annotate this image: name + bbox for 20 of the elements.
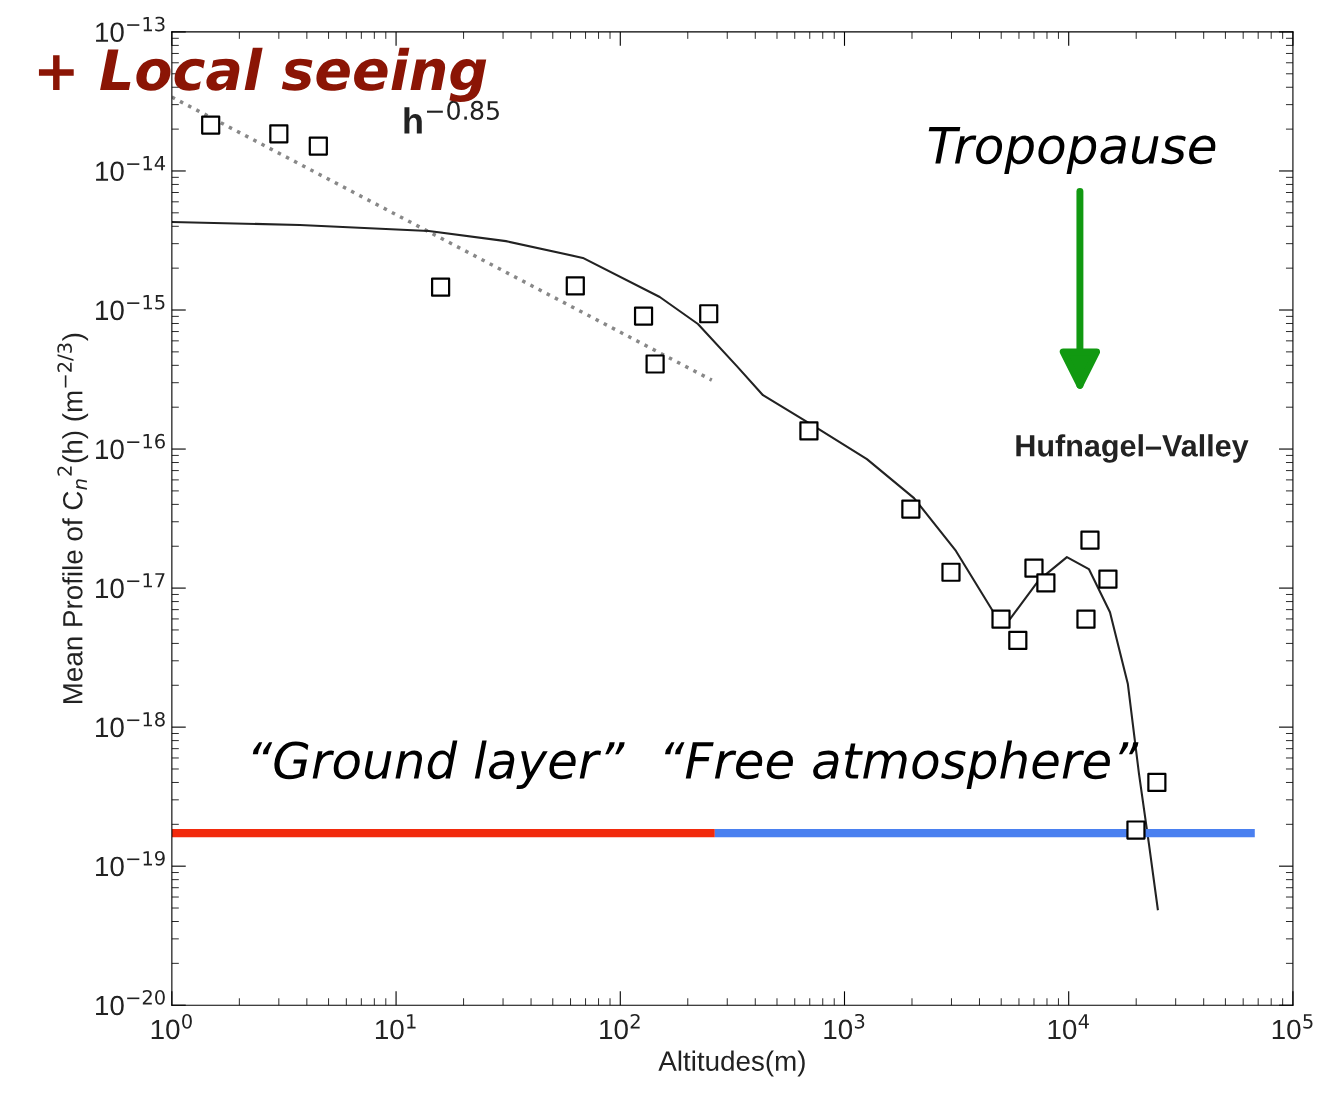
text: Hufnagel–Valley [1016,434,1249,463]
annotation: Tropopause [928,127,1216,174]
annotation: “Ground layer” [252,740,625,790]
x-tick-label: 10$^{5}$ [1272,1014,1313,1040]
y-tick-label: 10$^{−18}$ [96,711,165,738]
x-tick-label: 10$^{0}$ [151,1013,192,1040]
y-tick-label: 10$^{−13}$ [96,16,165,43]
x-axis-title: Altitudes(m) [658,1050,805,1077]
y-axis-title: Mean Profile of C$_{n}$$^{2}$(h) (m$^{−2/3}$) [57,333,89,703]
y-tick-label: 10$^{−20}$ [96,990,165,1016]
x-tick-label: 10$^{2}$ [600,1013,640,1040]
x-tick-label: 10$^{4}$ [1048,1014,1089,1040]
x-tick-label: 10$^{3}$ [824,1013,865,1040]
y-tick-label: 10$^{−15}$ [96,295,165,321]
y-tick-label: 10$^{−19}$ [96,850,165,877]
y-tick-label: 10$^{−16}$ [96,433,165,460]
annotation: h$^{−0.85}$ [404,100,499,134]
y-tick-label: 10$^{−17}$ [96,573,165,599]
x-tick-label: 10$^{1}$ [375,1014,416,1040]
y-tick-label: 10$^{−14}$ [96,156,166,182]
